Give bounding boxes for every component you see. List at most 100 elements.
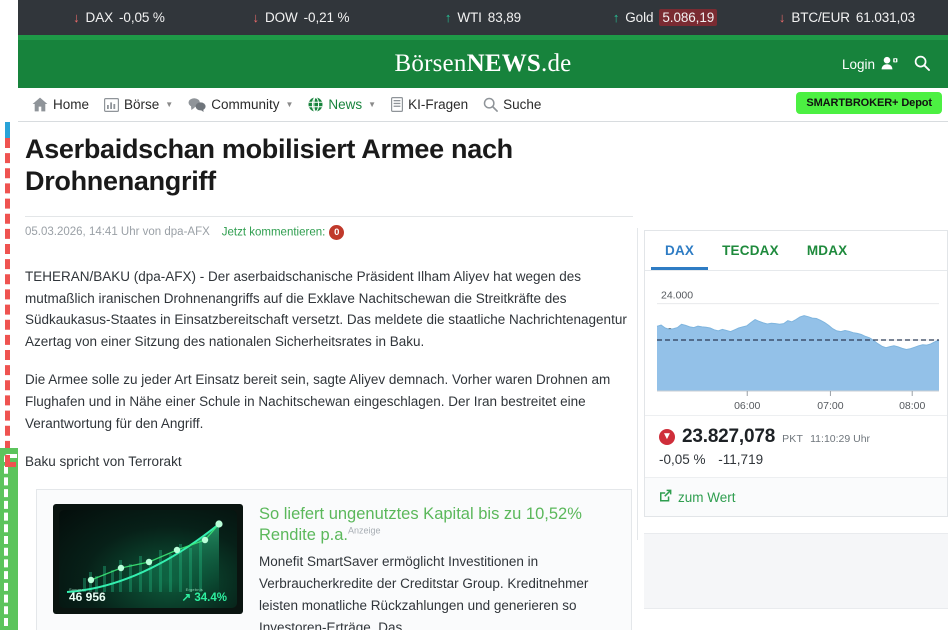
article-meta: 05.03.2026, 14:41 Uhr von dpa-AFX Jetzt … — [22, 217, 636, 240]
advertisement-block[interactable]: Summe 46 956 Ergebnis ↗ 34.4% So liefert… — [36, 488, 632, 630]
ticker-item[interactable]: ↓ DAX -0,05 % — [28, 9, 210, 26]
nav-item-label: News — [328, 97, 363, 112]
ad-top-row: Summe 46 956 Ergebnis ↗ 34.4% So liefert… — [53, 503, 615, 630]
quote-percent: -0,05 % — [659, 452, 706, 467]
logo-part-1: Börsen — [394, 50, 467, 77]
ticker-value: 61.031,03 — [855, 10, 916, 25]
ticker-item[interactable]: ↑ WTI 83,89 — [392, 9, 574, 26]
ad-title-text: So liefert ungenutztes Kapital bis zu 10… — [259, 504, 582, 545]
globe-icon — [308, 97, 323, 112]
chevron-down-icon: ▼ — [285, 100, 294, 109]
edge-marker-red-corner — [5, 455, 16, 467]
ticker-item-list: ↓ DAX -0,05 % ↓ DOW -0,21 % ↑ WTI 83,89 ↑ Gold 5.08… — [18, 9, 948, 26]
comment-link[interactable]: Jetzt kommentieren: 0 — [222, 224, 345, 240]
nav-item-label: Suche — [503, 97, 542, 112]
edge-marker-blue — [5, 122, 19, 138]
quote-block: ▼ 23.827,078 PKT 11:10:29 Uhr -0,05 % -1… — [645, 415, 947, 477]
tab-mdax[interactable]: MDAX — [806, 243, 848, 258]
ad-thumb-sum-label: Summe — [69, 586, 84, 592]
smartbroker-depot-button[interactable]: SMARTBROKER+ Depot — [796, 92, 942, 114]
quote-unit: PKT — [782, 433, 804, 445]
zum-wert-link[interactable]: zum Wert — [645, 477, 947, 516]
ticker-item[interactable]: ↓ DOW -0,21 % — [210, 9, 392, 26]
nav-item-news[interactable]: News ▼ — [308, 97, 376, 112]
main-navigation: Home Börse ▼ Community ▼ News ▼ KI-Fragen Suche … — [18, 88, 948, 122]
ad-text-column: So liefert ungenutztes Kapital bis zu 10… — [259, 504, 615, 630]
column-divider — [637, 228, 638, 540]
search-icon — [914, 55, 930, 74]
tab-tecdax[interactable]: TECDAX — [722, 243, 779, 258]
quote-change: -11,719 — [718, 452, 764, 467]
nav-item-label: Börse — [124, 97, 160, 112]
nav-item-suche[interactable]: Suche — [483, 97, 541, 112]
ad-thumbnail-image[interactable]: Summe 46 956 Ergebnis ↗ 34.4% — [53, 503, 243, 614]
ticker-item[interactable]: ↓ BTC/EUR 61.031,03 — [756, 9, 938, 26]
zum-wert-label: zum Wert — [678, 489, 736, 505]
ad-thumb-result-value: ↗ 34.4% — [181, 591, 227, 604]
article-body: TEHERAN/BAKU (dpa-AFX) - Der aserbaidsch… — [22, 240, 636, 473]
external-link-icon — [659, 489, 672, 505]
book-icon — [391, 97, 404, 112]
nav-item-community[interactable]: Community ▼ — [188, 97, 293, 112]
ad-title[interactable]: So liefert ungenutztes Kapital bis zu 10… — [259, 504, 615, 547]
arrow-up-icon: ↑ — [612, 10, 620, 25]
article-date: 05.03.2026, 14:41 Uhr von dpa-AFX — [25, 226, 210, 239]
article-paragraph: Baku spricht von Terrorakt — [25, 453, 182, 469]
ad-thumb-sum-value: 46 956 — [69, 589, 106, 604]
header-actions: Login — [842, 40, 930, 88]
header-search-button[interactable] — [914, 55, 930, 74]
ticker-label: BTC/EUR — [791, 10, 850, 25]
nav-item-ki-fragen[interactable]: KI-Fragen — [391, 97, 468, 112]
nav-item-label: Home — [53, 97, 90, 112]
article-paragraph: TEHERAN/BAKU (dpa-AFX) - Der aserbaidsch… — [25, 268, 627, 350]
nav-item-b-rse[interactable]: Börse ▼ — [104, 97, 173, 112]
quote-time: 11:10:29 Uhr — [810, 433, 871, 445]
arrow-up-icon: ↑ — [444, 10, 452, 25]
arrow-down-icon: ↓ — [252, 10, 260, 25]
ticker-value: 5.086,19 — [659, 9, 718, 26]
arrow-down-icon: ↓ — [73, 10, 80, 25]
chevron-down-icon: ▼ — [165, 100, 174, 109]
header-top-rule — [18, 35, 948, 40]
tab-dax[interactable]: DAX — [651, 231, 709, 270]
sidebar-placeholder — [644, 533, 948, 609]
ticker-value: -0,21 % — [303, 10, 350, 25]
login-button[interactable]: Login — [842, 56, 898, 73]
widget-tab-list: DAX TECDAX MDAX — [645, 231, 947, 271]
edge-marker-red — [5, 138, 19, 466]
ticker-label: Gold — [625, 10, 654, 25]
site-logo[interactable]: BörsenNEWS.de — [395, 50, 572, 78]
search-icon — [483, 97, 499, 112]
home-icon — [32, 97, 48, 112]
nav-item-list: Home Börse ▼ Community ▼ News ▼ KI-Fragen Suche — [32, 97, 556, 112]
y-axis-tick-label: 24.000 — [661, 290, 693, 302]
ad-copy: Monefit SmartSaver ermöglicht Investitio… — [259, 554, 589, 630]
quote-change-row: -0,05 % -11,719 — [659, 452, 933, 467]
x-axis-tick-label: 06:00 — [734, 400, 760, 412]
page-content: Aserbaidschan mobilisiert Armee nach Dro… — [18, 122, 948, 630]
ticker-value: 83,89 — [487, 10, 522, 25]
ticker-label: DAX — [85, 10, 114, 25]
login-label: Login — [841, 56, 875, 72]
quote-price-row: ▼ 23.827,078 PKT 11:10:29 Uhr — [659, 426, 933, 448]
page-title: Aserbaidschan mobilisiert Armee nach Dro… — [25, 134, 513, 196]
user-plus-icon — [881, 56, 898, 73]
ad-label: Anzeige — [347, 525, 381, 536]
ticker-label: WTI — [457, 10, 482, 25]
site-header: BörsenNEWS.de Login — [18, 40, 948, 88]
market-ticker-bar: ↓ DAX -0,05 % ↓ DOW -0,21 % ↑ WTI 83,89 ↑ Gold 5.08… — [18, 0, 948, 35]
quote-price: 23.827,078 — [682, 426, 776, 447]
logo-part-3: .de — [541, 50, 572, 77]
ticker-item[interactable]: ↑ Gold 5.086,19 — [574, 9, 756, 26]
nav-item-home[interactable]: Home — [32, 97, 89, 112]
bar-chart-icon — [104, 97, 120, 112]
arrow-down-circle-icon: ▼ — [659, 429, 675, 445]
headline-divider — [25, 215, 633, 217]
ad-thumb-inner: Summe 46 956 Ergebnis ↗ 34.4% — [59, 509, 237, 608]
nav-item-label: Community — [211, 97, 280, 112]
